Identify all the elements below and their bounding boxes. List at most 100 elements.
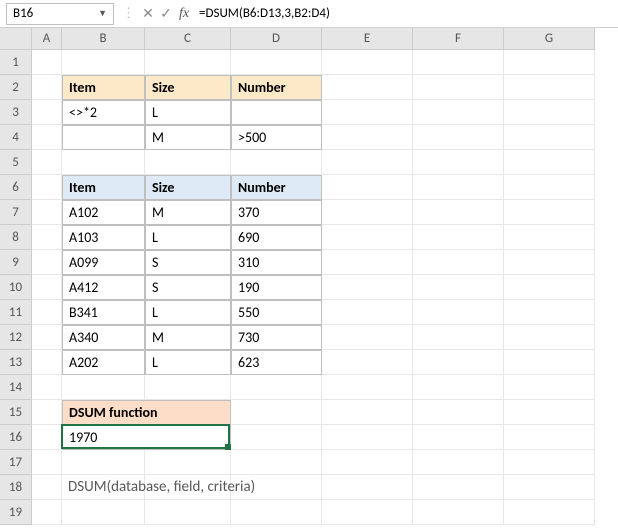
cell[interactable]	[231, 500, 322, 525]
row-header[interactable]: 17	[0, 450, 32, 475]
cell[interactable]: A099	[62, 250, 145, 275]
row-header[interactable]: 8	[0, 225, 32, 250]
cell[interactable]	[504, 325, 595, 350]
cell[interactable]: 550	[231, 300, 322, 325]
name-box[interactable]: B16 ▼	[6, 3, 114, 25]
cell[interactable]	[231, 150, 322, 175]
cell[interactable]	[504, 300, 595, 325]
cell[interactable]	[322, 400, 413, 425]
cell[interactable]	[322, 425, 413, 450]
cell[interactable]	[231, 375, 322, 400]
cell[interactable]: S	[145, 250, 231, 275]
cell[interactable]	[413, 125, 504, 150]
cell[interactable]	[504, 350, 595, 375]
select-all-corner[interactable]	[0, 28, 32, 50]
cell[interactable]: Item	[62, 175, 145, 200]
cell[interactable]: A412	[62, 275, 145, 300]
cell[interactable]: DSUM(database, field, criteria)	[62, 475, 413, 500]
cell[interactable]	[413, 175, 504, 200]
cell[interactable]	[504, 150, 595, 175]
cell[interactable]: Item	[62, 75, 145, 100]
cell[interactable]	[504, 250, 595, 275]
cell[interactable]	[32, 250, 62, 275]
cell[interactable]	[504, 400, 595, 425]
row-header[interactable]: 19	[0, 500, 32, 525]
cell[interactable]: 690	[231, 225, 322, 250]
cell[interactable]	[32, 350, 62, 375]
row-header[interactable]: 9	[0, 250, 32, 275]
chevron-down-icon[interactable]: ▼	[98, 8, 107, 19]
cell[interactable]	[322, 325, 413, 350]
cell[interactable]	[62, 500, 145, 525]
cell[interactable]	[32, 500, 62, 525]
cell[interactable]	[322, 100, 413, 125]
cell[interactable]	[145, 150, 231, 175]
cell[interactable]	[322, 200, 413, 225]
cell[interactable]	[413, 375, 504, 400]
cell[interactable]	[231, 450, 322, 475]
cell[interactable]	[504, 475, 595, 500]
cell[interactable]	[145, 50, 231, 75]
cell[interactable]: L	[145, 225, 231, 250]
row-header[interactable]: 13	[0, 350, 32, 375]
column-header[interactable]: C	[145, 28, 231, 50]
cell[interactable]	[504, 500, 595, 525]
row-header[interactable]: 14	[0, 375, 32, 400]
cell[interactable]	[231, 50, 322, 75]
cell[interactable]	[504, 275, 595, 300]
cell[interactable]: >500	[231, 125, 322, 150]
cell[interactable]	[322, 125, 413, 150]
row-header[interactable]: 5	[0, 150, 32, 175]
cell[interactable]: 190	[231, 275, 322, 300]
cell[interactable]: 730	[231, 325, 322, 350]
column-header[interactable]: D	[231, 28, 322, 50]
cell[interactable]: S	[145, 275, 231, 300]
cell[interactable]	[32, 100, 62, 125]
cell[interactable]	[413, 500, 504, 525]
cell[interactable]	[413, 275, 504, 300]
column-header[interactable]: G	[504, 28, 595, 50]
row-header[interactable]: 4	[0, 125, 32, 150]
cell[interactable]: Size	[145, 75, 231, 100]
cell[interactable]	[231, 400, 322, 425]
cell[interactable]	[231, 425, 322, 450]
cell[interactable]	[322, 250, 413, 275]
cell[interactable]	[32, 125, 62, 150]
cell[interactable]: 623	[231, 350, 322, 375]
cell[interactable]	[504, 75, 595, 100]
cell[interactable]: L	[145, 300, 231, 325]
cell[interactable]	[32, 400, 62, 425]
cell[interactable]	[413, 300, 504, 325]
cell[interactable]	[322, 275, 413, 300]
cell[interactable]	[413, 75, 504, 100]
cell[interactable]: <>*2	[62, 100, 145, 125]
cell[interactable]	[504, 200, 595, 225]
cell[interactable]	[62, 125, 145, 150]
cell[interactable]	[322, 75, 413, 100]
cell[interactable]	[145, 375, 231, 400]
row-header[interactable]: 11	[0, 300, 32, 325]
cell[interactable]	[413, 350, 504, 375]
cell[interactable]	[32, 375, 62, 400]
cell[interactable]	[231, 100, 322, 125]
cell[interactable]: 1970	[62, 425, 231, 450]
row-header[interactable]: 7	[0, 200, 32, 225]
cell[interactable]: A103	[62, 225, 145, 250]
cell[interactable]	[32, 300, 62, 325]
cell[interactable]	[32, 50, 62, 75]
cell[interactable]	[504, 100, 595, 125]
cell[interactable]	[504, 450, 595, 475]
cell[interactable]	[62, 375, 145, 400]
cell[interactable]: Size	[145, 175, 231, 200]
cell[interactable]	[413, 450, 504, 475]
cell[interactable]	[413, 150, 504, 175]
cell[interactable]	[504, 375, 595, 400]
row-header[interactable]: 16	[0, 425, 32, 450]
cell[interactable]: A102	[62, 200, 145, 225]
cell[interactable]: L	[145, 350, 231, 375]
cell[interactable]	[504, 175, 595, 200]
cell[interactable]: DSUM function	[62, 400, 231, 425]
cell[interactable]: A202	[62, 350, 145, 375]
cell[interactable]	[413, 325, 504, 350]
column-header[interactable]: B	[62, 28, 145, 50]
